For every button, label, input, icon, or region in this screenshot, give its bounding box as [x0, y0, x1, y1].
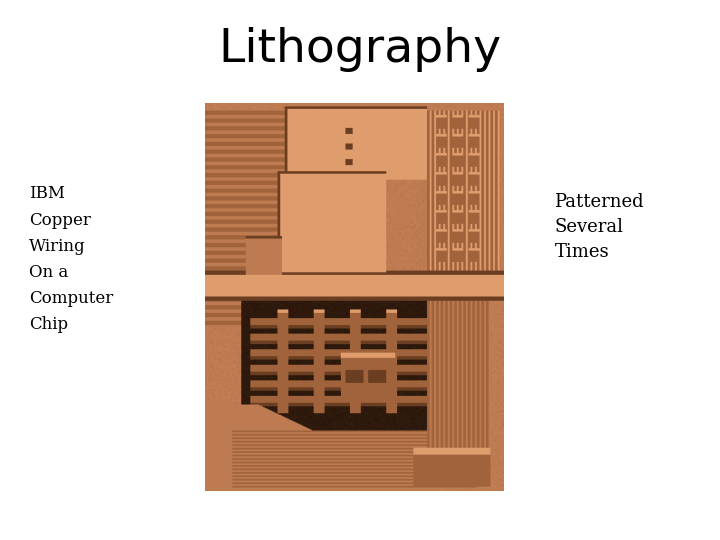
- Text: Patterned
Several
Times: Patterned Several Times: [554, 193, 644, 261]
- Text: Lithography: Lithography: [218, 27, 502, 72]
- Text: IBM
Copper
Wiring
On a
Computer
Chip: IBM Copper Wiring On a Computer Chip: [29, 185, 113, 333]
